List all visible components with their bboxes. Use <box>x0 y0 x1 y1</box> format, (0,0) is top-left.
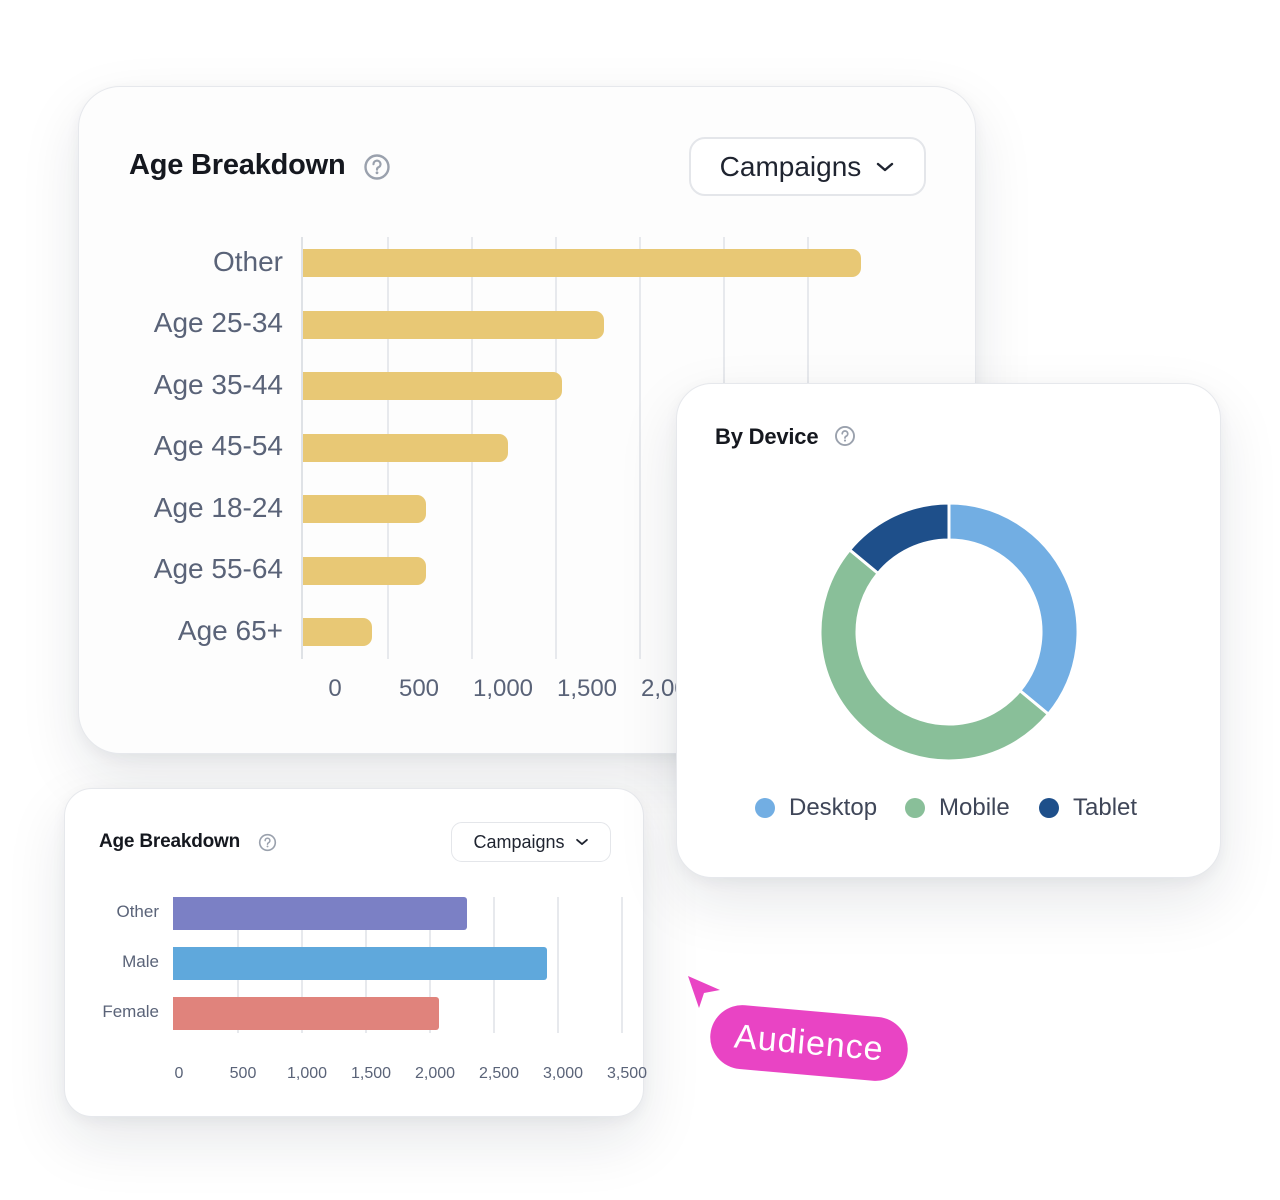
gridline <box>621 897 623 1033</box>
bar <box>303 433 508 462</box>
category-label: Male <box>122 952 159 972</box>
x-tick-label: 1,500 <box>350 1065 392 1082</box>
bar <box>303 618 372 646</box>
category-label: Other <box>212 245 283 277</box>
help-circle-icon[interactable] <box>258 833 277 852</box>
bar <box>173 996 440 1030</box>
bar <box>303 495 426 523</box>
bar <box>173 946 547 980</box>
x-tick-label: 1,000 <box>286 1065 328 1082</box>
legend-label: Tablet <box>1073 794 1138 821</box>
help-circle-icon[interactable] <box>834 425 856 447</box>
x-tick-label: 0 <box>174 1065 184 1082</box>
x-tick-label: 2,000 <box>414 1065 456 1082</box>
donut-slice-mobile <box>818 547 1051 763</box>
x-tick-label: 500 <box>398 675 440 702</box>
x-tick-label: 3,000 <box>542 1065 584 1082</box>
category-label: Age 25-34 <box>153 307 283 339</box>
audience-tag: Audience <box>707 1002 911 1084</box>
x-tick-label: 500 <box>229 1065 257 1082</box>
card-title: Age Breakdown <box>129 149 346 181</box>
category-label: Female <box>102 1002 159 1022</box>
donut-slice-tablet <box>847 501 951 576</box>
y-axis-line <box>301 237 303 659</box>
category-label: Age 35-44 <box>153 368 283 400</box>
dropdown-label: Campaigns <box>719 150 862 182</box>
x-tick-label: 1,500 <box>556 675 618 702</box>
legend-swatch <box>755 798 775 818</box>
help-circle-icon[interactable] <box>363 153 391 181</box>
gender-breakdown-card: Age Breakdown Campaigns Other Male Female 0… <box>64 788 647 1117</box>
legend-item-desktop: Desktop <box>755 794 877 822</box>
audience-tag-label: Audience <box>732 1017 886 1068</box>
x-tick-label: 3,500 <box>606 1065 648 1082</box>
legend-item-mobile: Mobile <box>905 794 1010 822</box>
category-label: Age 45-54 <box>153 430 283 462</box>
legend-swatch <box>1039 798 1059 818</box>
gridline <box>639 237 641 659</box>
category-label: Age 65+ <box>177 614 283 646</box>
legend-label: Mobile <box>939 794 1010 821</box>
dropdown-label: Campaigns <box>473 831 565 852</box>
x-tick-label: 1,000 <box>472 675 534 702</box>
card-title: By Device <box>715 424 819 449</box>
chevron-down-icon <box>575 838 588 846</box>
campaigns-dropdown[interactable]: Campaigns <box>451 822 611 862</box>
bar <box>303 249 861 277</box>
category-label: Age 55-64 <box>153 553 283 585</box>
device-donut-chart <box>818 501 1080 763</box>
card-title: Age Breakdown <box>99 831 240 852</box>
legend-swatch <box>905 798 925 818</box>
gridline <box>555 237 557 659</box>
legend-label: Desktop <box>789 794 878 821</box>
bar <box>173 896 468 930</box>
campaigns-dropdown[interactable]: Campaigns <box>689 137 926 196</box>
category-label: Other <box>116 902 159 922</box>
x-tick-label: 0 <box>328 675 342 702</box>
pointer-cursor-icon <box>688 976 720 1008</box>
chevron-down-icon <box>877 162 894 171</box>
bar <box>303 372 562 400</box>
donut-slice-desktop <box>947 501 1080 717</box>
category-label: Age 18-24 <box>153 491 283 523</box>
gridline <box>557 897 559 1033</box>
bar <box>303 310 604 339</box>
legend-item-tablet: Tablet <box>1039 794 1137 822</box>
x-tick-label: 2,500 <box>478 1065 520 1082</box>
by-device-card: By Device Desktop Mobile Tablet <box>676 383 1221 878</box>
bar <box>303 556 426 585</box>
